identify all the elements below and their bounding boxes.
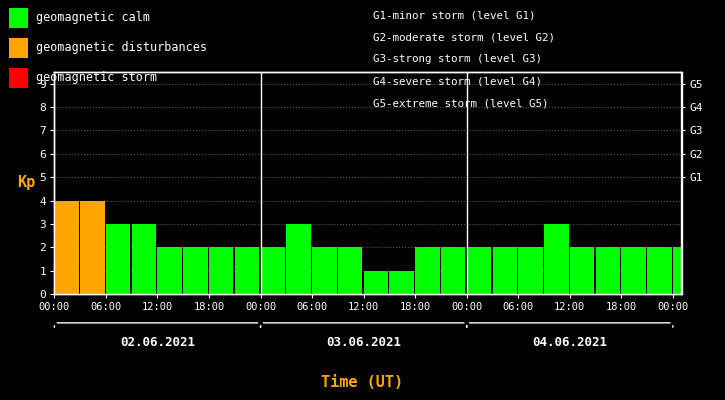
Text: geomagnetic disturbances: geomagnetic disturbances <box>36 42 207 54</box>
Bar <box>647 247 671 294</box>
Bar <box>364 271 388 294</box>
Text: G1-minor storm (level G1): G1-minor storm (level G1) <box>373 10 536 20</box>
Bar <box>132 224 156 294</box>
Bar <box>286 224 311 294</box>
Bar <box>338 247 362 294</box>
Bar <box>492 247 517 294</box>
Bar <box>209 247 233 294</box>
Text: geomagnetic calm: geomagnetic calm <box>36 12 150 24</box>
Bar <box>518 247 543 294</box>
Bar <box>54 200 79 294</box>
Bar <box>157 247 182 294</box>
Text: 03.06.2021: 03.06.2021 <box>326 336 401 349</box>
Bar <box>183 247 208 294</box>
Bar <box>106 224 130 294</box>
Bar <box>260 247 285 294</box>
Text: 04.06.2021: 04.06.2021 <box>532 336 608 349</box>
Bar <box>441 247 465 294</box>
Bar <box>80 200 104 294</box>
Text: Time (UT): Time (UT) <box>321 375 404 390</box>
Bar <box>467 247 492 294</box>
Text: Kp: Kp <box>17 176 36 190</box>
Text: G2-moderate storm (level G2): G2-moderate storm (level G2) <box>373 32 555 42</box>
Bar <box>621 247 646 294</box>
Bar <box>570 247 594 294</box>
Bar <box>415 247 439 294</box>
Text: geomagnetic storm: geomagnetic storm <box>36 72 157 84</box>
Text: 02.06.2021: 02.06.2021 <box>120 336 195 349</box>
Bar <box>544 224 568 294</box>
Text: G4-severe storm (level G4): G4-severe storm (level G4) <box>373 76 542 86</box>
Bar <box>312 247 336 294</box>
Text: G5-extreme storm (level G5): G5-extreme storm (level G5) <box>373 98 549 108</box>
Bar <box>673 247 697 294</box>
Text: G3-strong storm (level G3): G3-strong storm (level G3) <box>373 54 542 64</box>
Bar <box>596 247 620 294</box>
Bar <box>389 271 414 294</box>
Bar <box>235 247 260 294</box>
